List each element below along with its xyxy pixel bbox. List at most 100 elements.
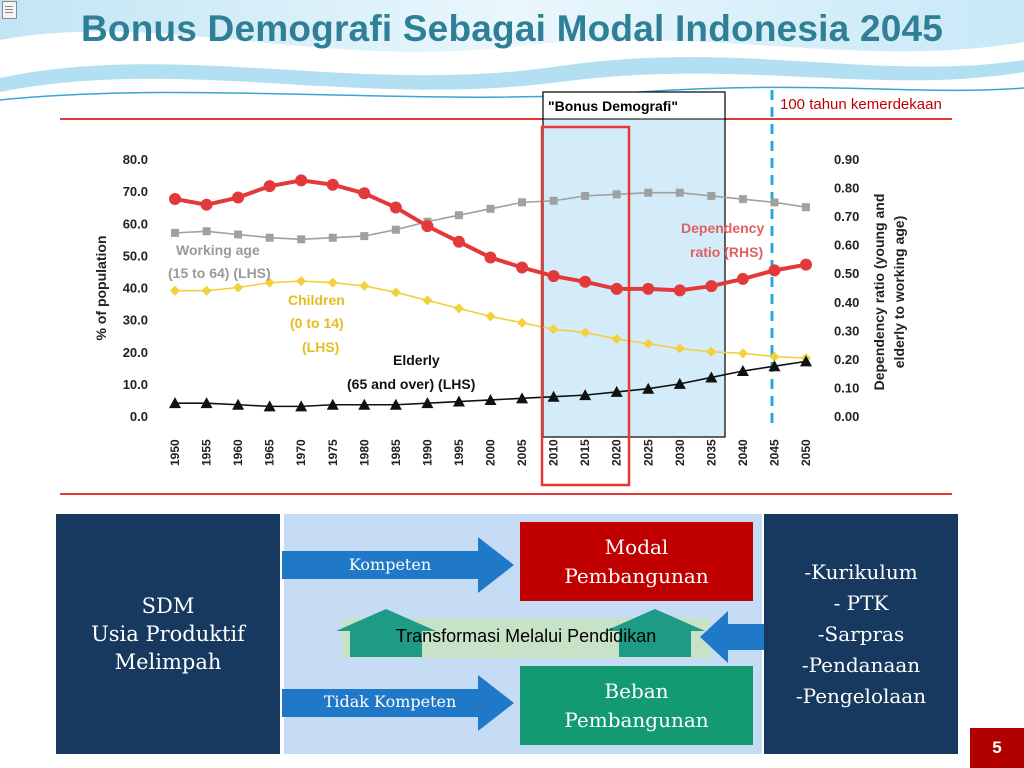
data-point xyxy=(170,285,180,296)
right-tick-label: 0.30 xyxy=(834,323,859,338)
data-point xyxy=(737,348,748,359)
data-point xyxy=(610,385,623,397)
right-tick-label: 0.60 xyxy=(834,238,859,253)
header-wave-background xyxy=(0,0,1024,112)
kompeten-label: Kompeten xyxy=(348,555,432,574)
right-axis-ticks: 0.90 0.80 0.70 0.60 0.50 0.40 0.30 0.20 0.10 0.00 xyxy=(834,152,859,424)
data-point xyxy=(171,228,179,237)
document-icon xyxy=(2,1,17,19)
x-tick-label: 2015 xyxy=(578,439,592,466)
data-point xyxy=(770,198,779,207)
data-point xyxy=(610,282,623,295)
bonus-demografi-label: "Bonus Demografi" xyxy=(548,98,678,114)
data-point xyxy=(264,277,275,288)
left-tick-label: 50.0 xyxy=(123,248,148,263)
data-point xyxy=(642,282,655,295)
data-point xyxy=(517,317,528,328)
sdm-line1: SDM xyxy=(141,594,195,618)
left-tick-label: 30.0 xyxy=(123,313,148,328)
beban-pembangunan-box: Beban Pembangunan xyxy=(520,666,753,745)
data-point xyxy=(612,190,621,199)
data-point xyxy=(642,382,655,394)
left-tick-label: 60.0 xyxy=(123,216,148,231)
data-point xyxy=(800,355,812,367)
right-tick-label: 0.80 xyxy=(834,181,859,196)
working-age-annotation-1: Working age xyxy=(176,242,260,258)
data-point xyxy=(549,196,558,205)
children-annotation-1: Children xyxy=(288,292,345,308)
data-point xyxy=(421,397,434,409)
highlight-box xyxy=(540,125,631,487)
data-point xyxy=(736,365,749,377)
data-point xyxy=(516,392,529,404)
data-point xyxy=(200,397,213,409)
data-point xyxy=(547,390,560,402)
x-tick-label: 2025 xyxy=(641,439,655,466)
data-point xyxy=(675,188,684,197)
data-point xyxy=(326,398,339,410)
right-axis-title-line2: elderly to working age) xyxy=(891,216,907,368)
left-tick-label: 20.0 xyxy=(123,345,148,360)
data-point xyxy=(232,191,245,204)
right-axis-title-line1: Dependency ratio (young and xyxy=(871,194,887,391)
x-tick-label: 1980 xyxy=(357,439,371,466)
data-point xyxy=(328,233,337,242)
data-point xyxy=(738,195,747,204)
x-axis-ticks: 1950 1955 1960 1965 1970 1975 1980 1985 1990 1995… xyxy=(168,439,813,466)
data-point xyxy=(422,295,433,306)
beban-line2: Pembangunan xyxy=(564,707,709,732)
data-point xyxy=(580,327,591,338)
data-point xyxy=(518,198,527,207)
data-point xyxy=(295,174,308,187)
data-point xyxy=(673,377,686,389)
x-tick-label: 1950 xyxy=(168,439,182,466)
data-point xyxy=(802,203,810,212)
right-tick-label: 0.50 xyxy=(834,266,859,281)
x-tick-label: 1960 xyxy=(231,439,245,466)
data-point xyxy=(485,311,496,322)
data-point xyxy=(800,258,812,271)
data-point xyxy=(486,204,495,213)
data-point xyxy=(232,398,245,410)
data-point xyxy=(358,398,371,410)
x-tick-label: 2050 xyxy=(799,439,813,466)
data-point xyxy=(200,198,213,211)
data-point xyxy=(736,272,749,285)
sdm-box: SDM Usia Produktif Melimpah xyxy=(56,514,280,754)
data-point xyxy=(516,261,529,274)
modal-line1: Modal xyxy=(604,534,669,559)
data-point xyxy=(296,276,307,287)
data-point xyxy=(644,188,653,197)
data-point xyxy=(484,393,497,405)
right-tick-label: 0.90 xyxy=(834,152,859,167)
centennial-label: 100 tahun kemerdekaan xyxy=(780,96,942,113)
transformasi-label: Transformasi Melalui Pendidikan xyxy=(395,626,657,646)
right-tick-label: 0.20 xyxy=(834,352,859,367)
x-tick-label: 1990 xyxy=(420,439,434,466)
data-point xyxy=(390,287,401,298)
series-layer xyxy=(169,174,812,412)
data-point xyxy=(706,346,717,357)
left-tick-label: 40.0 xyxy=(123,281,148,296)
data-point xyxy=(358,187,371,200)
data-point xyxy=(611,333,622,344)
beban-line1: Beban xyxy=(604,678,669,703)
x-tick-label: 1975 xyxy=(326,439,340,466)
kompeten-arrow xyxy=(282,537,514,593)
x-tick-label: 1955 xyxy=(200,439,214,466)
data-point xyxy=(547,270,560,283)
tidak-kompeten-arrow xyxy=(282,675,514,731)
input-item: -Kurikulum xyxy=(804,559,918,584)
x-tick-label: 2020 xyxy=(610,439,624,466)
data-point xyxy=(297,235,306,244)
data-point xyxy=(201,285,212,296)
left-axis-title: % of population xyxy=(93,236,109,341)
data-point xyxy=(548,324,559,335)
data-point xyxy=(265,233,274,242)
data-point xyxy=(234,230,243,239)
data-point xyxy=(453,303,464,314)
x-tick-label: 1995 xyxy=(452,439,466,466)
data-point xyxy=(327,277,338,288)
data-point xyxy=(581,191,590,200)
data-point xyxy=(674,343,685,354)
